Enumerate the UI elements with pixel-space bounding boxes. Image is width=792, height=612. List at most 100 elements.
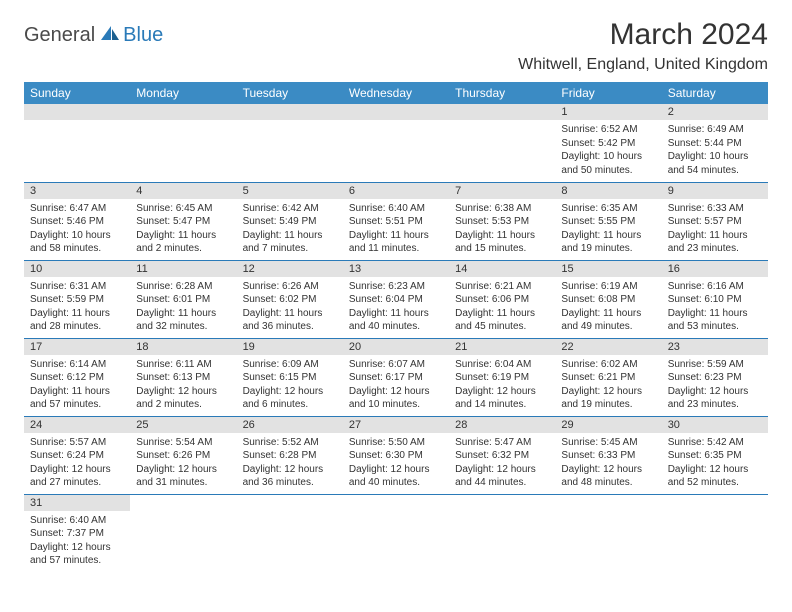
- calendar-cell: 16Sunrise: 6:16 AMSunset: 6:10 PMDayligh…: [662, 260, 768, 338]
- day-details: Sunrise: 6:04 AMSunset: 6:19 PMDaylight:…: [449, 355, 555, 416]
- calendar-week: 17Sunrise: 6:14 AMSunset: 6:12 PMDayligh…: [24, 338, 768, 416]
- day-number: [24, 104, 130, 120]
- day-details: Sunrise: 6:38 AMSunset: 5:53 PMDaylight:…: [449, 199, 555, 260]
- day-number: 7: [449, 183, 555, 199]
- day-details: Sunrise: 6:47 AMSunset: 5:46 PMDaylight:…: [24, 199, 130, 260]
- day-number: 20: [343, 339, 449, 355]
- calendar-week: 31Sunrise: 6:40 AMSunset: 7:37 PMDayligh…: [24, 494, 768, 572]
- calendar-week: 24Sunrise: 5:57 AMSunset: 6:24 PMDayligh…: [24, 416, 768, 494]
- calendar-cell: [449, 104, 555, 182]
- calendar-cell: [130, 104, 236, 182]
- day-number: 28: [449, 417, 555, 433]
- calendar-cell: 9Sunrise: 6:33 AMSunset: 5:57 PMDaylight…: [662, 182, 768, 260]
- calendar-cell: 24Sunrise: 5:57 AMSunset: 6:24 PMDayligh…: [24, 416, 130, 494]
- day-details: Sunrise: 6:26 AMSunset: 6:02 PMDaylight:…: [237, 277, 343, 338]
- calendar-cell: 8Sunrise: 6:35 AMSunset: 5:55 PMDaylight…: [555, 182, 661, 260]
- day-details: Sunrise: 6:31 AMSunset: 5:59 PMDaylight:…: [24, 277, 130, 338]
- day-number: 26: [237, 417, 343, 433]
- day-details: Sunrise: 5:47 AMSunset: 6:32 PMDaylight:…: [449, 433, 555, 494]
- day-number: 30: [662, 417, 768, 433]
- day-number: 21: [449, 339, 555, 355]
- day-number: 12: [237, 261, 343, 277]
- logo: General Blue: [24, 24, 163, 47]
- calendar-cell: 20Sunrise: 6:07 AMSunset: 6:17 PMDayligh…: [343, 338, 449, 416]
- day-number: 2: [662, 104, 768, 120]
- calendar-cell: 11Sunrise: 6:28 AMSunset: 6:01 PMDayligh…: [130, 260, 236, 338]
- day-number: 24: [24, 417, 130, 433]
- calendar-cell: 28Sunrise: 5:47 AMSunset: 6:32 PMDayligh…: [449, 416, 555, 494]
- day-details: Sunrise: 5:45 AMSunset: 6:33 PMDaylight:…: [555, 433, 661, 494]
- day-header: Sunday: [24, 82, 130, 104]
- calendar-cell: [130, 494, 236, 572]
- day-number: [449, 104, 555, 120]
- day-number: 6: [343, 183, 449, 199]
- day-number: 5: [237, 183, 343, 199]
- day-details: Sunrise: 6:33 AMSunset: 5:57 PMDaylight:…: [662, 199, 768, 260]
- page-title: March 2024: [518, 18, 768, 52]
- location-text: Whitwell, England, United Kingdom: [518, 56, 768, 74]
- title-block: March 2024 Whitwell, England, United Kin…: [518, 18, 768, 74]
- day-number: 13: [343, 261, 449, 277]
- calendar-cell: [237, 104, 343, 182]
- day-number: 14: [449, 261, 555, 277]
- calendar-cell: [24, 104, 130, 182]
- calendar-week: 10Sunrise: 6:31 AMSunset: 5:59 PMDayligh…: [24, 260, 768, 338]
- calendar-cell: 2Sunrise: 6:49 AMSunset: 5:44 PMDaylight…: [662, 104, 768, 182]
- calendar-cell: 30Sunrise: 5:42 AMSunset: 6:35 PMDayligh…: [662, 416, 768, 494]
- calendar-cell: 18Sunrise: 6:11 AMSunset: 6:13 PMDayligh…: [130, 338, 236, 416]
- calendar-cell: 31Sunrise: 6:40 AMSunset: 7:37 PMDayligh…: [24, 494, 130, 572]
- day-details: Sunrise: 5:42 AMSunset: 6:35 PMDaylight:…: [662, 433, 768, 494]
- calendar-cell: [662, 494, 768, 572]
- logo-text-dark: General: [24, 24, 95, 47]
- calendar-cell: 29Sunrise: 5:45 AMSunset: 6:33 PMDayligh…: [555, 416, 661, 494]
- calendar-cell: [237, 494, 343, 572]
- calendar-cell: [343, 104, 449, 182]
- day-number: 4: [130, 183, 236, 199]
- day-details: Sunrise: 6:40 AMSunset: 7:37 PMDaylight:…: [24, 511, 130, 572]
- day-header: Wednesday: [343, 82, 449, 104]
- calendar-cell: [343, 494, 449, 572]
- day-details: Sunrise: 6:21 AMSunset: 6:06 PMDaylight:…: [449, 277, 555, 338]
- day-details: Sunrise: 6:11 AMSunset: 6:13 PMDaylight:…: [130, 355, 236, 416]
- day-details: Sunrise: 6:09 AMSunset: 6:15 PMDaylight:…: [237, 355, 343, 416]
- day-number: 31: [24, 495, 130, 511]
- day-number: 1: [555, 104, 661, 120]
- calendar-cell: 25Sunrise: 5:54 AMSunset: 6:26 PMDayligh…: [130, 416, 236, 494]
- calendar-week: 1Sunrise: 6:52 AMSunset: 5:42 PMDaylight…: [24, 104, 768, 182]
- calendar-cell: 15Sunrise: 6:19 AMSunset: 6:08 PMDayligh…: [555, 260, 661, 338]
- day-details: Sunrise: 6:40 AMSunset: 5:51 PMDaylight:…: [343, 199, 449, 260]
- calendar-cell: 3Sunrise: 6:47 AMSunset: 5:46 PMDaylight…: [24, 182, 130, 260]
- calendar-table: SundayMondayTuesdayWednesdayThursdayFrid…: [24, 82, 768, 572]
- day-number: 11: [130, 261, 236, 277]
- day-number: 23: [662, 339, 768, 355]
- calendar-cell: 4Sunrise: 6:45 AMSunset: 5:47 PMDaylight…: [130, 182, 236, 260]
- calendar-body: 1Sunrise: 6:52 AMSunset: 5:42 PMDaylight…: [24, 104, 768, 572]
- day-number: 18: [130, 339, 236, 355]
- day-details: Sunrise: 6:23 AMSunset: 6:04 PMDaylight:…: [343, 277, 449, 338]
- day-details: Sunrise: 6:07 AMSunset: 6:17 PMDaylight:…: [343, 355, 449, 416]
- day-number: 25: [130, 417, 236, 433]
- day-details: Sunrise: 6:35 AMSunset: 5:55 PMDaylight:…: [555, 199, 661, 260]
- calendar-cell: 19Sunrise: 6:09 AMSunset: 6:15 PMDayligh…: [237, 338, 343, 416]
- day-number: 16: [662, 261, 768, 277]
- calendar-cell: 1Sunrise: 6:52 AMSunset: 5:42 PMDaylight…: [555, 104, 661, 182]
- calendar-week: 3Sunrise: 6:47 AMSunset: 5:46 PMDaylight…: [24, 182, 768, 260]
- calendar-cell: 27Sunrise: 5:50 AMSunset: 6:30 PMDayligh…: [343, 416, 449, 494]
- day-details: Sunrise: 6:16 AMSunset: 6:10 PMDaylight:…: [662, 277, 768, 338]
- day-number: 3: [24, 183, 130, 199]
- day-details: Sunrise: 6:49 AMSunset: 5:44 PMDaylight:…: [662, 120, 768, 181]
- logo-text-blue: Blue: [123, 24, 163, 47]
- day-number: [237, 104, 343, 120]
- calendar-cell: 5Sunrise: 6:42 AMSunset: 5:49 PMDaylight…: [237, 182, 343, 260]
- header: General Blue March 2024 Whitwell, Englan…: [24, 18, 768, 74]
- day-header-row: SundayMondayTuesdayWednesdayThursdayFrid…: [24, 82, 768, 104]
- calendar-cell: 17Sunrise: 6:14 AMSunset: 6:12 PMDayligh…: [24, 338, 130, 416]
- day-number: [130, 104, 236, 120]
- calendar-cell: 10Sunrise: 6:31 AMSunset: 5:59 PMDayligh…: [24, 260, 130, 338]
- day-details: Sunrise: 6:42 AMSunset: 5:49 PMDaylight:…: [237, 199, 343, 260]
- calendar-cell: 22Sunrise: 6:02 AMSunset: 6:21 PMDayligh…: [555, 338, 661, 416]
- calendar-cell: 13Sunrise: 6:23 AMSunset: 6:04 PMDayligh…: [343, 260, 449, 338]
- day-details: Sunrise: 5:59 AMSunset: 6:23 PMDaylight:…: [662, 355, 768, 416]
- day-details: Sunrise: 5:57 AMSunset: 6:24 PMDaylight:…: [24, 433, 130, 494]
- day-number: 10: [24, 261, 130, 277]
